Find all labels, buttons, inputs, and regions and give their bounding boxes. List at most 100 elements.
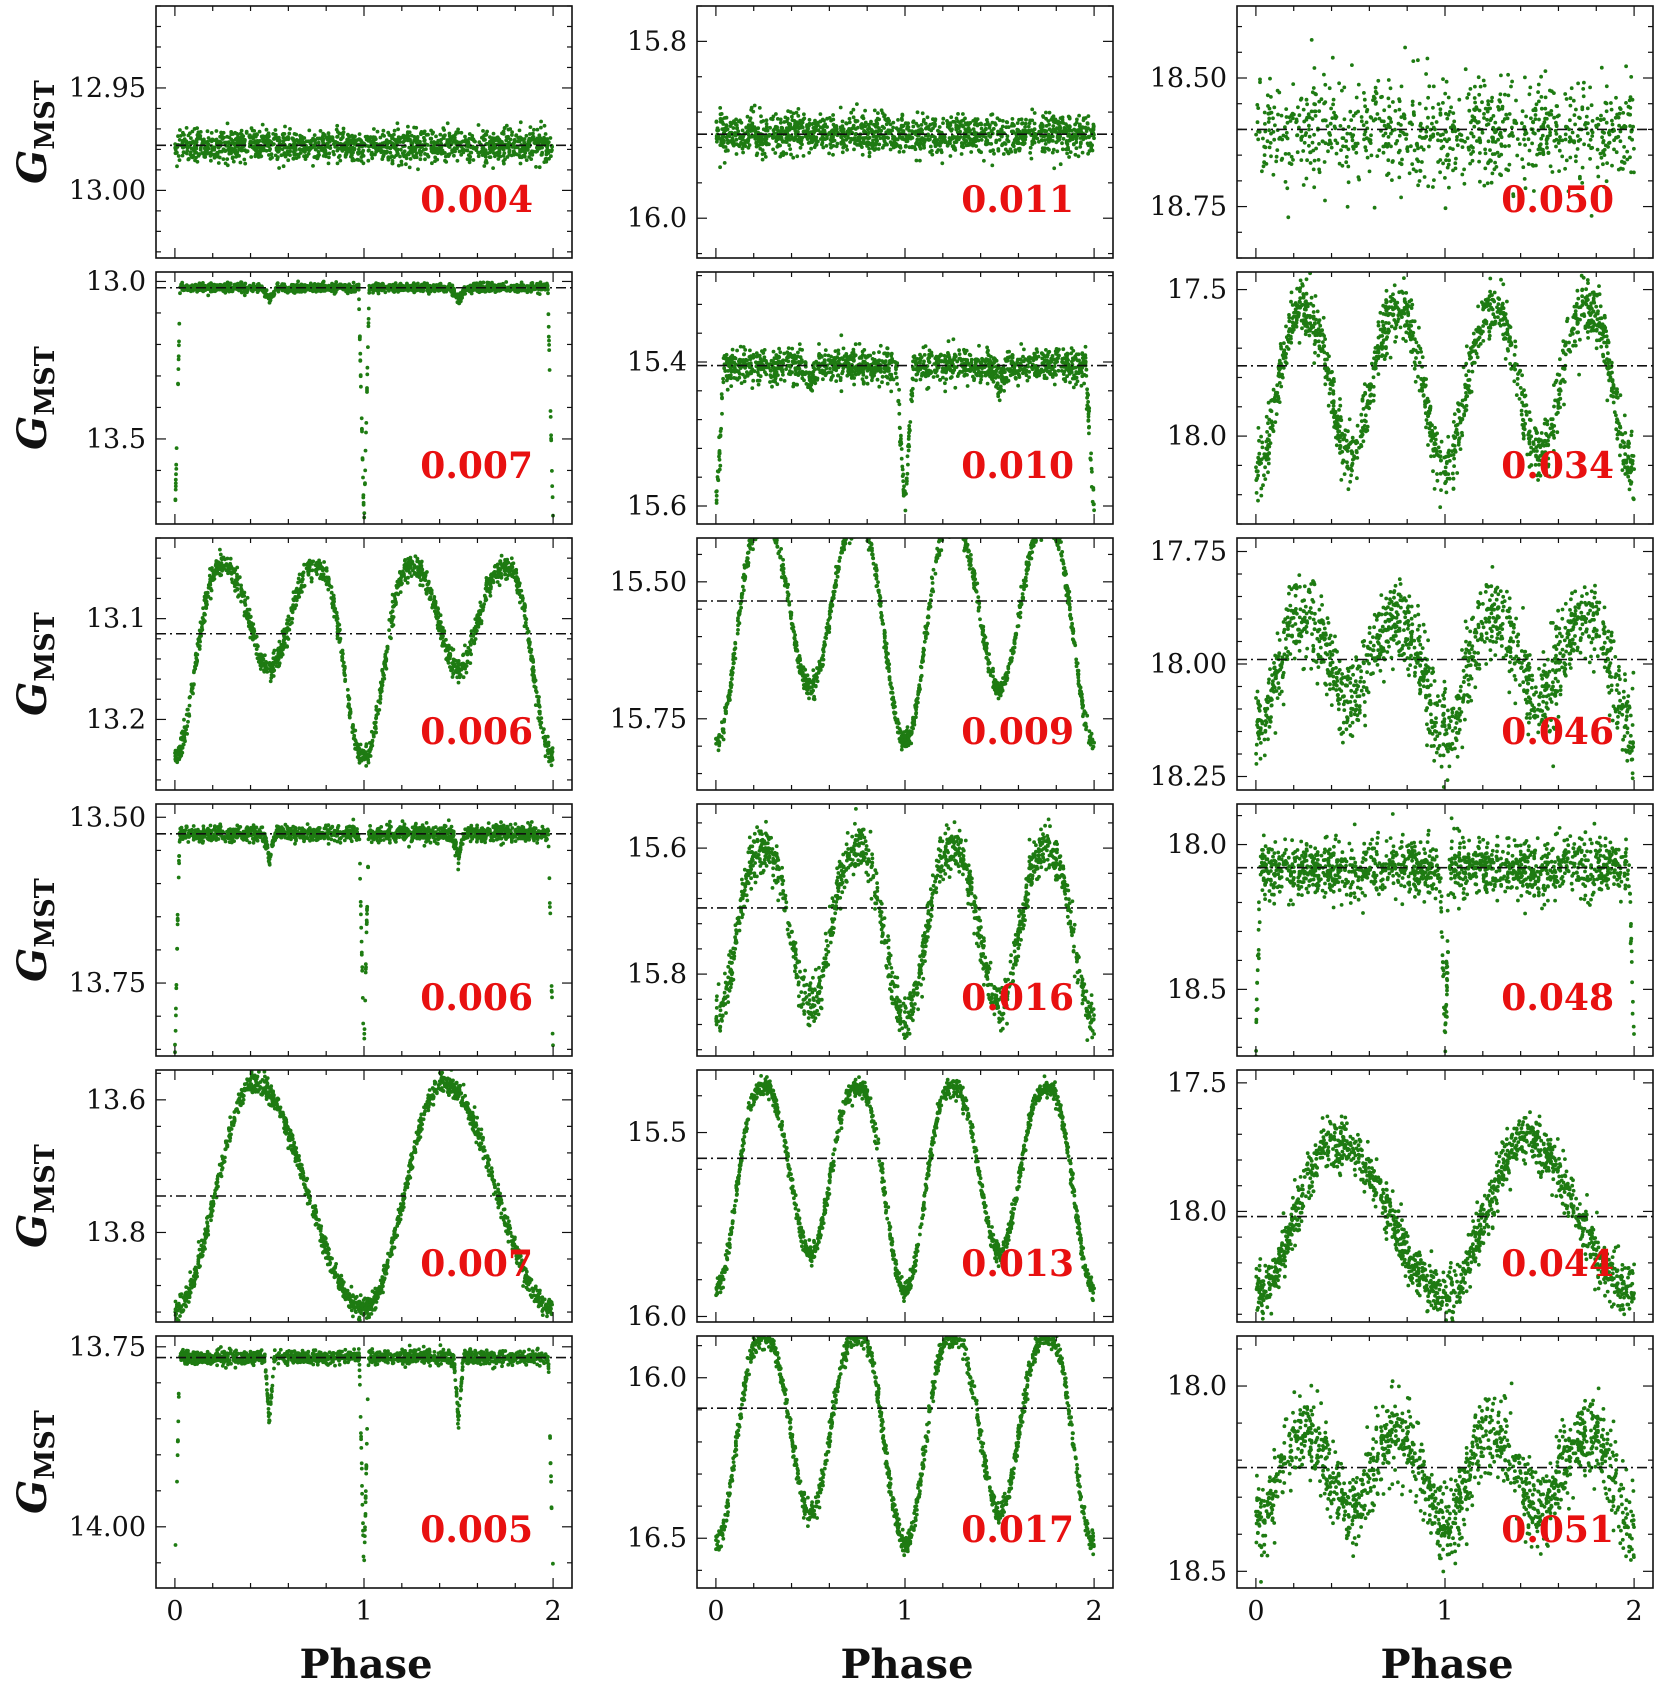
data-point (1051, 147, 1056, 152)
data-point (1023, 125, 1027, 129)
data-point (1415, 157, 1419, 162)
data-point (230, 146, 234, 151)
data-point (1271, 172, 1276, 177)
data-point (1087, 149, 1092, 153)
data-point (177, 158, 182, 163)
data-point (1302, 119, 1307, 124)
data-point (809, 130, 814, 135)
data-point (1303, 133, 1308, 138)
data-point (788, 137, 792, 142)
data-point (493, 145, 498, 150)
data-point (508, 137, 513, 142)
data-point (827, 151, 831, 156)
data-point (1483, 151, 1488, 156)
data-point (1588, 137, 1593, 142)
data-point (1081, 137, 1086, 142)
data-point (315, 156, 320, 161)
data-point (1599, 113, 1603, 118)
data-point (1049, 138, 1053, 143)
data-point (521, 137, 525, 142)
data-point (1453, 129, 1458, 134)
data-point (997, 138, 1002, 142)
data-point (419, 131, 423, 136)
data-point (1035, 136, 1040, 141)
data-point (1258, 77, 1262, 82)
data-point (1425, 125, 1430, 130)
data-point (173, 487, 178, 492)
data-point (1442, 137, 1447, 142)
data-point (872, 108, 877, 113)
data-point (1399, 84, 1404, 89)
data-point (1264, 162, 1269, 166)
data-point (860, 115, 864, 119)
data-point (1410, 103, 1415, 107)
data-point (1424, 72, 1428, 76)
data-point (1585, 131, 1590, 136)
data-point (782, 129, 787, 134)
data-point (1047, 110, 1052, 115)
data-point (818, 119, 823, 124)
data-point (731, 126, 736, 130)
data-point (1590, 119, 1595, 123)
data-point (229, 137, 234, 142)
data-point (1537, 117, 1541, 122)
data-point (989, 113, 993, 117)
data-point (261, 134, 265, 139)
data-point (474, 148, 479, 153)
data-point (277, 166, 281, 170)
data-point (1627, 98, 1632, 103)
data-point (1493, 160, 1497, 165)
data-point (975, 122, 979, 127)
data-point (1629, 129, 1634, 134)
data-point (746, 126, 751, 131)
data-point (1523, 143, 1527, 147)
data-point (920, 136, 924, 140)
data-point (219, 149, 224, 154)
data-point (886, 136, 891, 140)
data-point (241, 148, 245, 152)
data-point (298, 147, 302, 152)
data-point (506, 145, 511, 150)
data-point (863, 124, 867, 129)
data-point (1047, 127, 1052, 132)
data-point (518, 148, 522, 152)
data-point (1356, 175, 1361, 180)
data-point (1605, 161, 1609, 166)
data-point (1451, 168, 1455, 173)
data-point (1543, 95, 1548, 100)
data-point (751, 109, 756, 114)
data-point (1314, 92, 1318, 97)
data-point (861, 138, 866, 143)
data-point (1493, 120, 1498, 125)
data-point (1393, 109, 1398, 113)
data-point (1298, 97, 1303, 102)
data-point (844, 144, 849, 149)
data-point (1541, 150, 1546, 155)
data-point (539, 153, 544, 157)
data-point (860, 122, 864, 126)
data-point (1363, 104, 1367, 109)
data-point (1389, 144, 1393, 149)
data-point (1541, 125, 1546, 130)
data-point (248, 139, 253, 144)
data-point (1369, 153, 1374, 158)
data-point (840, 141, 845, 146)
data-point (913, 147, 918, 152)
data-point (929, 134, 934, 139)
data-point (1614, 150, 1619, 155)
data-point (174, 446, 179, 450)
data-point (1564, 158, 1569, 163)
data-point (1399, 115, 1404, 119)
data-point (292, 283, 297, 288)
data-point (1365, 155, 1370, 160)
data-point (718, 106, 723, 110)
data-point (1488, 148, 1492, 153)
data-point (1310, 90, 1315, 95)
data-point (180, 280, 185, 285)
data-point (1386, 142, 1391, 146)
data-point (878, 136, 883, 141)
data-point (1490, 135, 1494, 140)
data-point (1373, 102, 1378, 106)
data-point (467, 132, 472, 136)
data-point (524, 133, 529, 138)
